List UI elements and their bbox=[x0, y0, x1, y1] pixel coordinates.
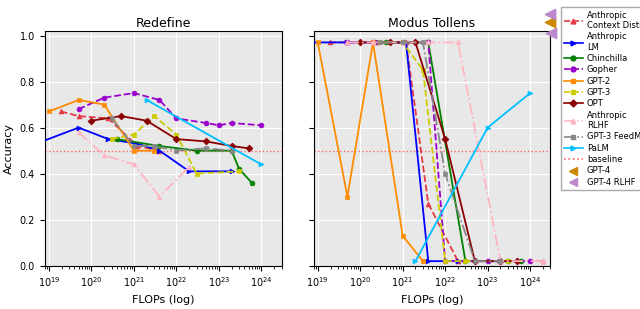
X-axis label: FLOPs (log): FLOPs (log) bbox=[401, 295, 463, 305]
Title: Redefine: Redefine bbox=[136, 17, 191, 30]
Legend: Anthropic
Context Distilled, Anthropic
LM, Chinchilla, Gopher, GPT-2, GPT-3, OPT: Anthropic Context Distilled, Anthropic L… bbox=[561, 7, 640, 190]
Point bbox=[546, 31, 556, 36]
X-axis label: FLOPs (log): FLOPs (log) bbox=[132, 295, 195, 305]
Title: Modus Tollens: Modus Tollens bbox=[388, 17, 476, 30]
Y-axis label: Accuracy: Accuracy bbox=[4, 123, 14, 174]
